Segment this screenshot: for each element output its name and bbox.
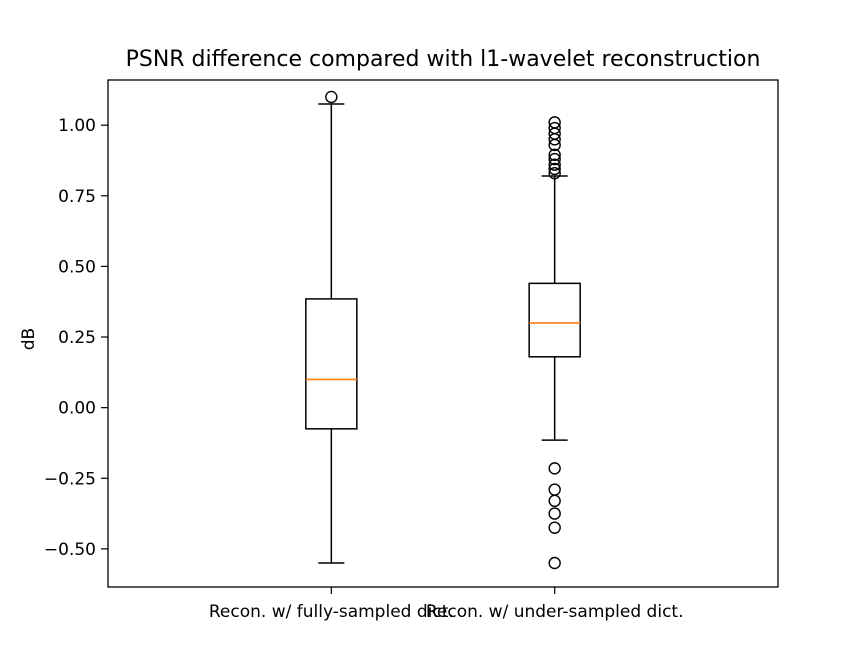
outlier-point [548,556,561,570]
outlier-point [548,158,561,171]
outlier-point [548,167,561,180]
y-tick-label: −0.50 [44,540,96,560]
chart-title: PSNR difference compared with l1-wavelet… [126,47,761,72]
outlier-point [548,462,561,475]
outlier-point [325,90,338,104]
y-tick-label: 0.25 [58,328,96,348]
y-tick-label: −0.25 [44,469,96,489]
outlier-point [548,116,561,129]
outlier-point [548,162,561,176]
outlier-point [548,521,561,534]
x-tick-label: Recon. w/ under-sampled dict. [426,602,684,622]
outlier-point [548,507,561,520]
outlier-point [548,148,561,162]
outlier-point [548,483,561,496]
plot-marks: 1.00 0.75 0.50 0.25 0.00 −0.25 −0.50 Recon. w/ … [44,90,684,622]
outlier-point [548,494,561,508]
y-tick-label: 0.00 [58,399,96,419]
y-tick-label: 0.50 [58,257,96,277]
y-axis-label: dB [19,328,39,350]
x-tick-label: Recon. w/ fully-sampled dict. [209,602,454,622]
plot-frame [107,79,779,588]
outlier-point [548,152,561,166]
y-tick-label: 0.75 [58,187,96,207]
iqr-box [305,298,358,430]
iqr-box [528,282,581,358]
outlier-point [548,121,561,135]
y-tick-label: 1.00 [58,116,96,136]
